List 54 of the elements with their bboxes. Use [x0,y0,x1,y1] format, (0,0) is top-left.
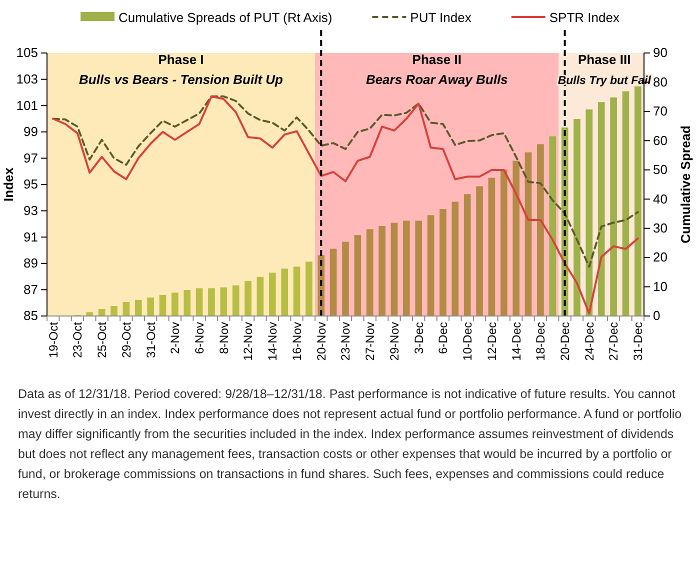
x-tick-label: 29-Oct [119,321,134,358]
y-tick-label: 87 [24,282,38,297]
y-tick-label: 105 [16,45,38,60]
x-tick-label: 6-Dec [436,322,450,354]
text: Data as of 12/31/18. Period covered: 9/28/18–12/31/18. Past performance is not indicative of future results. You cannot invest directly in an index. Index performance does not represent actual fund or portfolio performance. A fund or portfolio may differ significantly from the securities included in the index. Index performance assumes reinvestment of dividends but does not reflect any management fees, transaction costs or other expenses that would be incurred by a portfolio or fund, or brokerage commissions on transactions in fund shares. Such fees, expenses and commissions could reduce returns. [18,387,682,501]
x-tick-label: 12-Nov [241,322,256,361]
x-tick-label: 29-Nov [387,322,402,361]
x-tick-label: 2-Nov [168,322,182,354]
x-tick-label: 20-Dec [558,322,572,361]
x-tick-label: 27-Nov [363,322,378,361]
y2-tick-label: 60 [653,132,668,148]
x-tick-label: 8-Nov [216,322,231,354]
y2-tick-label: 0 [653,308,660,324]
y2-tick-label: 30 [653,220,668,236]
y2-tick-label: 10 [653,278,668,294]
y2-tick-label: 70 [653,104,668,119]
y2-tick-label: 20 [653,250,668,265]
y-tick-label: 97 [24,150,38,166]
x-tick-label: 14-Nov [266,322,280,361]
band-label: Phase II Bears Roar Away Bulls [366,52,508,87]
y-tick-label: 91 [24,229,38,244]
y-tick-label: 95 [24,176,38,192]
y2-tick-label: 40 [653,191,668,206]
y-axis-title: Index [1,166,16,202]
x-tick-label: 20-Nov [314,322,328,361]
y-tick-label: 101 [16,98,38,113]
band-label: Phase I Bulls vs Bears - Tension Built Up [79,52,284,87]
x-tick-label: 24-Dec [582,322,596,361]
y-tick-label: 103 [16,71,38,86]
y2-tick-label: 90 [653,45,668,60]
y-tick-label: 93 [24,202,38,218]
x-tick-label: 6-Nov [192,322,206,354]
y-tick-label: 89 [24,256,38,271]
x-tick-label: 27-Dec [606,322,621,361]
x-tick-label: 12-Dec [484,322,499,361]
x-tick-label: 31-Oct [144,321,158,358]
legend-label: PUT Index [410,10,472,25]
x-tick-label: 23-Oct [70,321,85,358]
y2-tick-label: 50 [653,162,668,178]
x-tick-label: 16-Nov [290,322,304,361]
y-tick-label: 99 [24,124,38,140]
legend-label: SPTR Index [549,10,620,25]
x-tick-label: 14-Dec [509,322,524,361]
x-tick-label: 3-Dec [412,322,426,354]
y-tick-label: 85 [24,308,38,324]
x-tick-label: 25-Oct [95,321,110,358]
x-tick-label: 18-Dec [534,322,548,361]
y2-tick-label: 80 [653,74,668,90]
x-tick-label: 19-Oct [46,321,60,358]
y2-axis-title: Cumulative Spread [678,126,693,244]
x-tick-label: 10-Dec [460,322,475,361]
x-tick-label: 23-Nov [338,322,353,361]
x-tick-label: 31-Dec [631,322,646,361]
legend-label: Cumulative Spreads of PUT (Rt Axis) [118,10,332,25]
